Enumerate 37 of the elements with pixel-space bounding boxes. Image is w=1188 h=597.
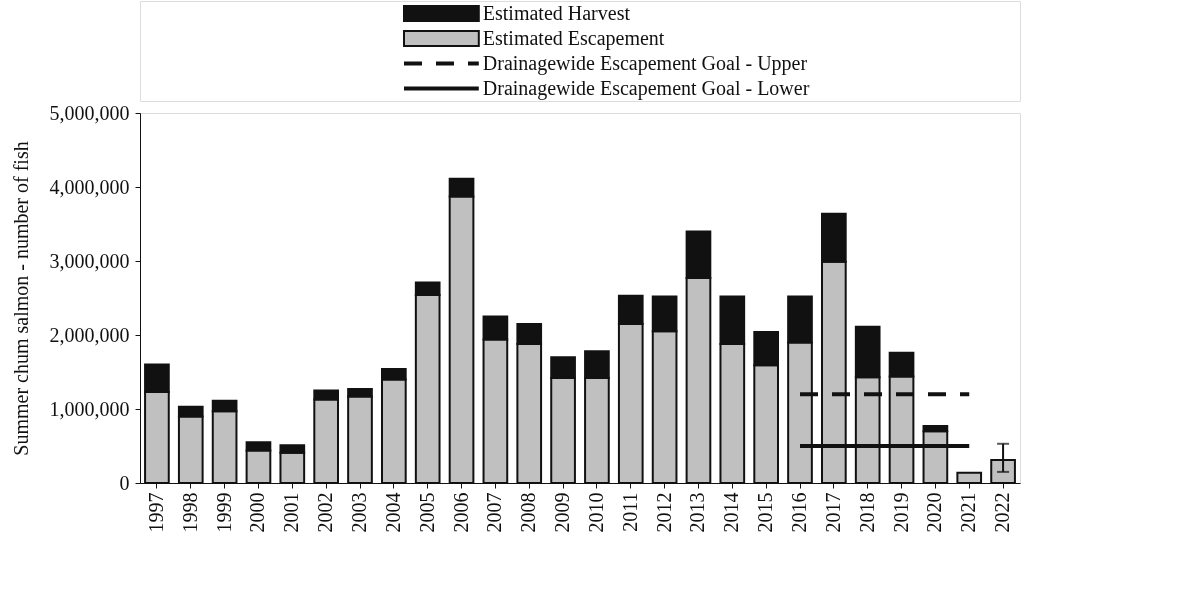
- x-tick-label: 2022: [991, 492, 1014, 533]
- y-tick-label: 5,000,000: [49, 101, 130, 124]
- x-tick-label: 2010: [584, 492, 607, 533]
- x-tick-label: 1998: [178, 492, 201, 533]
- x-tick-label: 2016: [788, 492, 810, 533]
- y-tick-label: 0: [119, 471, 130, 494]
- legend-label: Estimated Harvest: [482, 1, 631, 24]
- x-tick-label: 2001: [280, 492, 303, 533]
- x-tick-label: 2005: [415, 492, 438, 533]
- y-tick-label: 3,000,000: [49, 249, 130, 272]
- legend-label: Drainagewide Escapement Goal - Lower: [482, 76, 810, 100]
- x-tick-label: 2011: [618, 492, 641, 532]
- x-tick-label: 2015: [754, 492, 777, 533]
- x-tick-label: 1997: [144, 492, 167, 533]
- legend-label: Estimated Escapement: [482, 26, 665, 50]
- x-tick-label: 1999: [212, 492, 235, 533]
- legend-label: Drainagewide Escapement Goal - Upper: [482, 51, 808, 75]
- x-tick-label: 2020: [923, 492, 946, 533]
- x-tick-label: 2003: [348, 492, 370, 533]
- x-tick-label: 2019: [889, 492, 912, 533]
- x-tick-label: 2008: [517, 492, 540, 533]
- x-tick-label: 2018: [855, 492, 878, 533]
- y-axis-title: Summer chum salmon - number of fish: [9, 141, 32, 456]
- x-tick-label: 2009: [551, 492, 574, 533]
- x-tick-label: 2007: [483, 492, 506, 533]
- x-tick-label: 2014: [720, 492, 743, 533]
- x-tick-label: 2017: [821, 492, 844, 533]
- x-tick-label: 2021: [957, 492, 980, 533]
- y-tick-label: 2,000,000: [49, 323, 130, 346]
- y-tick-label: 1,000,000: [49, 397, 130, 420]
- x-tick-label: 2006: [449, 492, 472, 533]
- y-tick-label: 4,000,000: [49, 175, 130, 198]
- x-tick-label: 2002: [314, 492, 337, 533]
- x-tick-label: 2013: [686, 492, 709, 533]
- x-tick-label: 2012: [652, 492, 675, 533]
- x-tick-label: 2004: [381, 492, 404, 533]
- x-tick-label: 2000: [246, 492, 269, 533]
